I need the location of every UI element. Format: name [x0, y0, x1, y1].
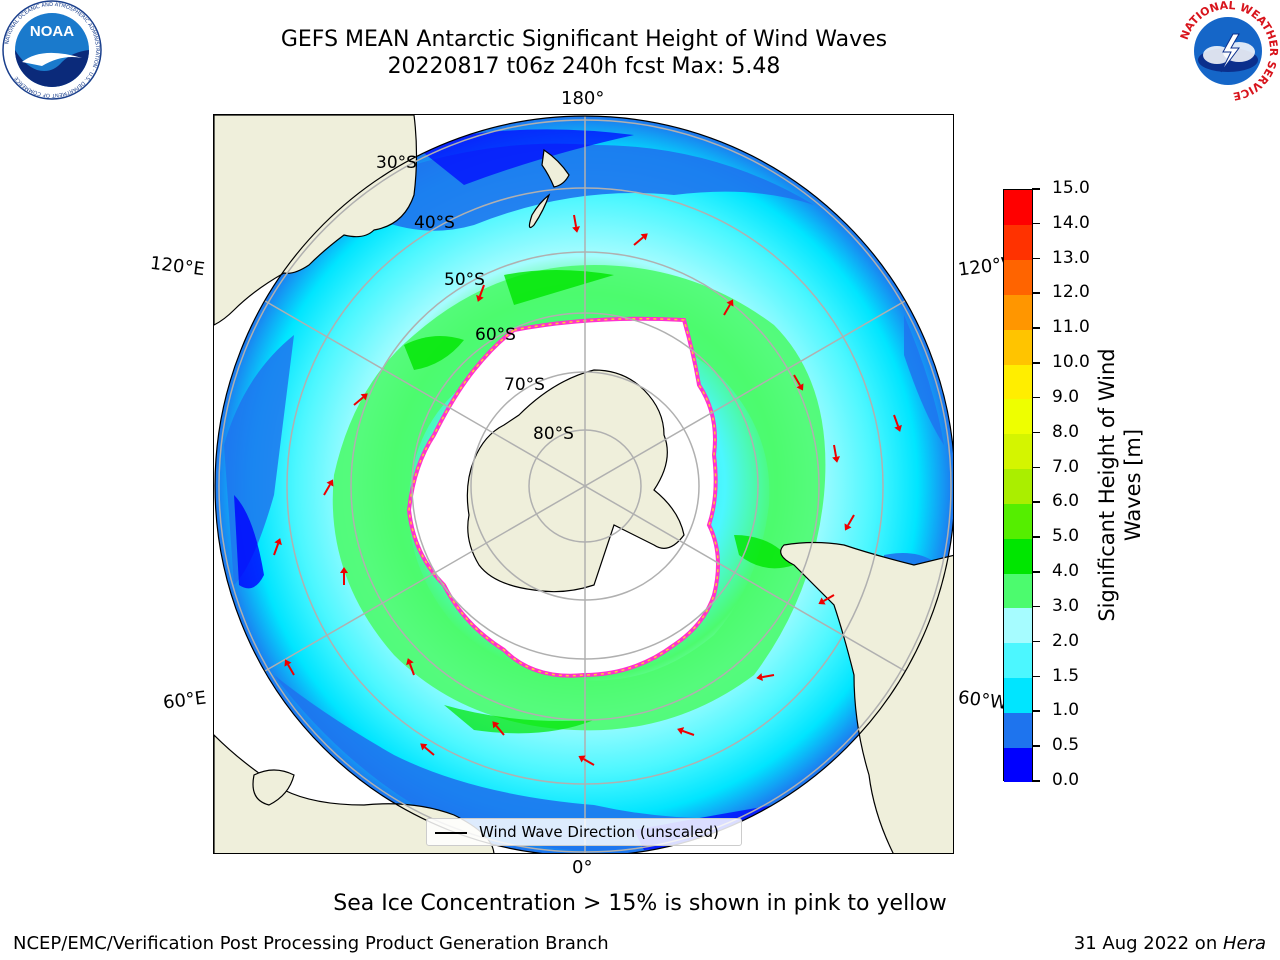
- colorbar-tick: [1032, 605, 1040, 608]
- colorbar-segment: [1004, 538, 1032, 574]
- colorbar-tick: [1032, 710, 1040, 712]
- colorbar-title: Significant Height of Wind Waves [m]: [1095, 348, 1145, 622]
- colorbar-tick-label: 9.0: [1052, 386, 1080, 407]
- footer-credit: NCEP/EMC/Verification Post Processing Pr…: [13, 933, 609, 954]
- colorbar-tick-label: 4.0: [1052, 561, 1080, 582]
- lon-label-60w: 60°W: [956, 687, 1009, 714]
- colorbar-tick-label: 2.0: [1052, 630, 1080, 651]
- map-title: GEFS MEAN Antarctic Significant Height o…: [280, 27, 888, 52]
- colorbar-tick-label: 15.0: [1052, 178, 1090, 198]
- colorbar-segment: [1004, 329, 1032, 365]
- lat-label-30s: 30°S: [376, 153, 417, 173]
- footer-machine: Hera: [1222, 933, 1266, 954]
- colorbar-segment: [1004, 642, 1032, 679]
- lat-label-80s: 80°S: [533, 424, 574, 444]
- colorbar-tick-label: 8.0: [1052, 421, 1080, 442]
- colorbar-tick-label: 1.0: [1052, 700, 1080, 721]
- lat-label-50s: 50°S: [444, 270, 485, 290]
- colorbar-segment: [1004, 294, 1032, 330]
- colorbar-segment: [1004, 712, 1032, 748]
- map-legend: Wind Wave Direction (unscaled): [426, 818, 742, 846]
- colorbar-tick-label: 7.0: [1052, 456, 1080, 477]
- lat-label-70s: 70°S: [504, 375, 545, 395]
- wind-wave-arrows: [273, 214, 902, 766]
- colorbar-tick: [1032, 222, 1040, 225]
- colorbar-tick-label: 5.0: [1052, 526, 1080, 547]
- colorbar-tick-label: 0.5: [1052, 735, 1080, 756]
- colorbar-tick-label: 1.5: [1052, 665, 1080, 686]
- colorbar-tick: [1032, 466, 1040, 469]
- colorbar-tick: [1032, 292, 1040, 294]
- colorbar-segment: [1004, 398, 1032, 435]
- colorbar-tick: [1032, 362, 1040, 364]
- colorbar-segment: [1004, 364, 1032, 400]
- colorbar-segment: [1004, 747, 1032, 783]
- lat-label-60s: 60°S: [475, 325, 516, 345]
- footer-date-text: 31 Aug 2022 on: [1073, 933, 1223, 954]
- colorbar-tick-label: 0.0: [1052, 770, 1080, 790]
- lon-label-180: 180°: [561, 88, 605, 109]
- land-masses: [214, 115, 953, 853]
- sea-ice-note: Sea Ice Concentration > 15% is shown in …: [333, 891, 947, 916]
- colorbar-segment: [1004, 259, 1032, 295]
- colorbar-tick: [1032, 431, 1040, 434]
- colorbar-tick: [1032, 501, 1040, 503]
- lat-label-40s: 40°S: [414, 213, 455, 233]
- colorbar-tick-label: 10.0: [1052, 352, 1090, 373]
- lon-label-0: 0°: [572, 857, 593, 878]
- colorbar-segment: [1004, 190, 1032, 226]
- colorbar-segment: [1004, 677, 1032, 713]
- colorbar-segment: [1004, 433, 1032, 470]
- colorbar-tick: [1032, 571, 1040, 573]
- colorbar-tick: [1032, 257, 1040, 260]
- colorbar-tick: [1032, 745, 1040, 747]
- noaa-logo-text: NOAA: [30, 23, 74, 40]
- polar-map: 30°S 40°S 50°S 60°S 70°S 80°S: [213, 114, 954, 854]
- sea-ice-edge: [408, 318, 719, 677]
- colorbar-tick: [1032, 675, 1040, 678]
- colorbar-tick: [1032, 188, 1040, 190]
- colorbar-tick-label: 12.0: [1052, 282, 1090, 303]
- colorbar-tick: [1032, 780, 1040, 782]
- graticule: [214, 115, 953, 853]
- legend-label: Wind Wave Direction (unscaled): [479, 823, 719, 841]
- colorbar-tick-label: 6.0: [1052, 491, 1080, 512]
- colorbar-tick: [1032, 640, 1040, 643]
- colorbar-segment: [1004, 224, 1032, 261]
- colorbar-tick-label: 11.0: [1052, 317, 1090, 338]
- colorbar-segment: [1004, 607, 1032, 644]
- colorbar-segment: [1004, 468, 1032, 504]
- colorbar-tick: [1032, 536, 1040, 538]
- noaa-logo: NOAA NATIONAL OCEANIC AND ATMOSPHERIC AD…: [2, 0, 102, 100]
- colorbar-tick: [1032, 327, 1040, 329]
- colorbar-segment: [1004, 503, 1032, 539]
- colorbar-tick: [1032, 396, 1040, 399]
- lon-label-60e: 60°E: [161, 687, 208, 714]
- map-canvas: [214, 115, 953, 853]
- colorbar-tick-label: 3.0: [1052, 595, 1080, 616]
- legend-line-sample: [435, 832, 467, 834]
- nws-logo: NATIONAL WEATHER SERVICE: [1177, 0, 1280, 103]
- colorbar-segment: [1004, 573, 1032, 609]
- colorbar-tick-label: 13.0: [1052, 247, 1090, 268]
- footer-date: 31 Aug 2022 on Hera: [1074, 933, 1266, 954]
- colorbar-tick-label: 14.0: [1052, 212, 1090, 233]
- colorbar: [1003, 189, 1033, 783]
- lon-label-120e: 120°E: [148, 252, 206, 281]
- map-subtitle: 20220817 t06z 240h fcst Max: 5.48: [387, 54, 781, 79]
